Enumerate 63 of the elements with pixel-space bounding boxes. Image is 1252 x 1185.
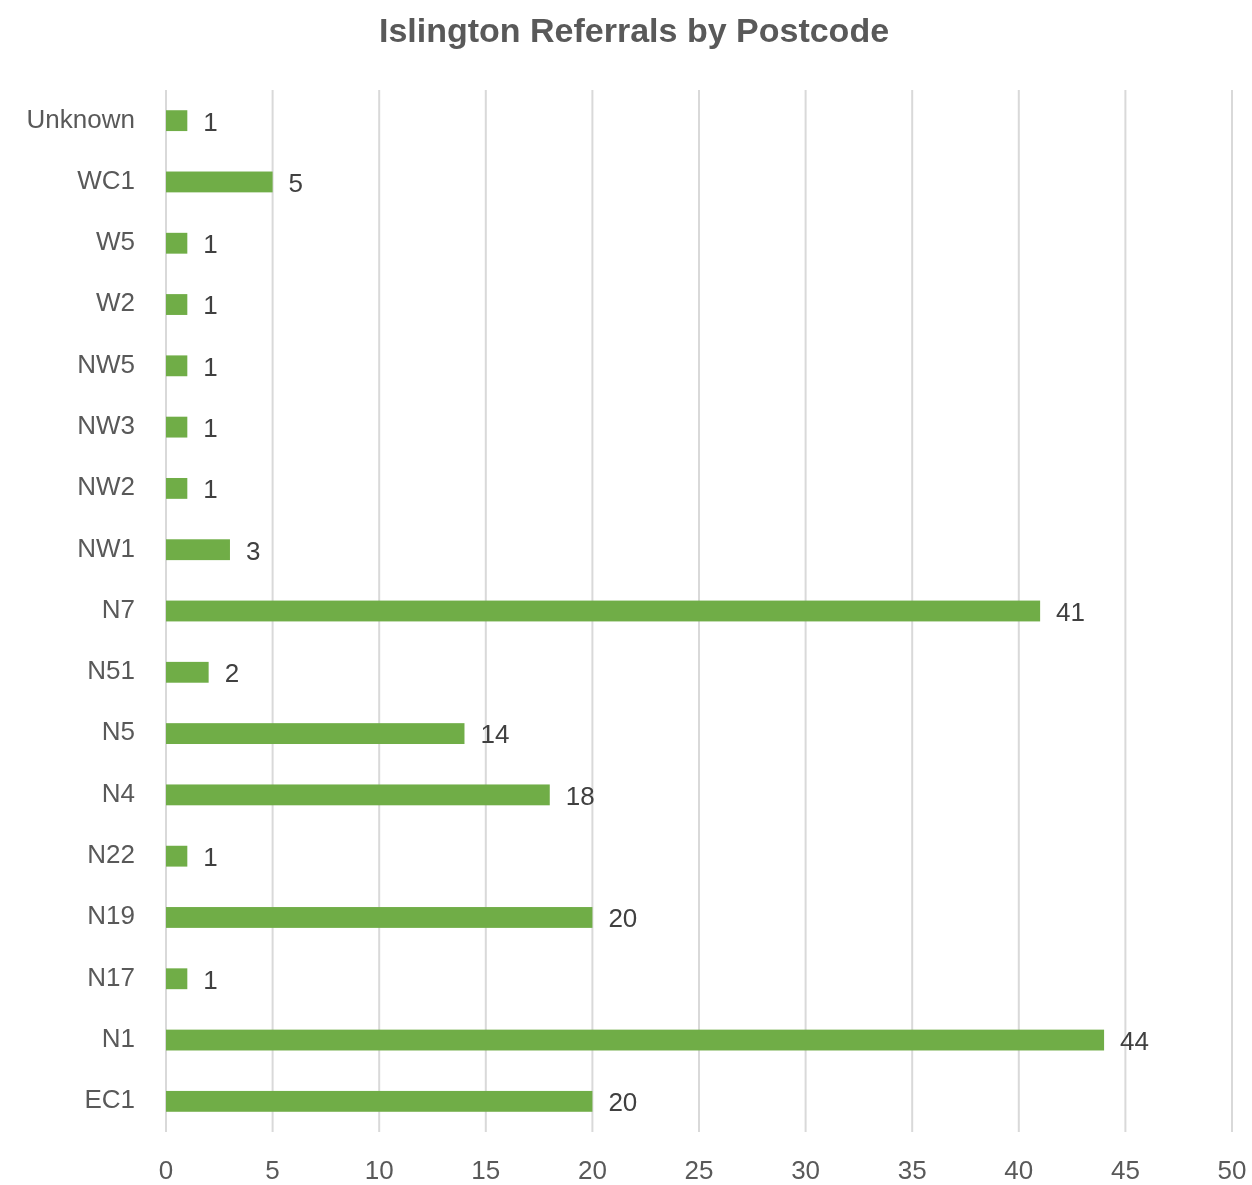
data-label: 44 — [1120, 1025, 1149, 1056]
y-tick-label: NW5 — [77, 348, 135, 379]
data-label: 20 — [608, 903, 638, 934]
x-tick-label: 25 — [684, 1154, 714, 1185]
data-label: 1 — [203, 290, 218, 321]
data-label: 18 — [565, 780, 595, 811]
y-tick-label: N17 — [87, 961, 135, 992]
x-tick-label: 40 — [1004, 1154, 1034, 1185]
x-tick-label: 10 — [364, 1154, 394, 1185]
y-tick-label: N1 — [101, 1022, 135, 1053]
x-tick-label: 0 — [158, 1154, 174, 1185]
data-label: 1 — [203, 474, 218, 505]
bar — [166, 477, 188, 499]
y-tick-label: W5 — [96, 226, 135, 257]
data-label: 14 — [480, 719, 510, 750]
data-label: 1 — [203, 412, 218, 443]
data-label: 20 — [608, 1087, 638, 1118]
y-tick-label: N7 — [101, 593, 135, 624]
bar — [166, 1029, 1105, 1051]
y-tick-label: NW3 — [77, 409, 135, 440]
x-tick-label: 35 — [897, 1154, 927, 1185]
bar — [166, 171, 273, 193]
y-tick-label: W2 — [96, 287, 135, 318]
data-label: 5 — [288, 167, 304, 198]
data-label: 1 — [203, 351, 218, 382]
x-tick-label: 30 — [791, 1154, 821, 1185]
bar — [166, 784, 550, 806]
bar — [166, 294, 188, 315]
y-tick-label: N4 — [101, 777, 135, 808]
bar — [166, 845, 188, 867]
bar — [166, 907, 593, 928]
y-tick-label: WC1 — [77, 164, 135, 195]
y-tick-label: NW2 — [77, 471, 135, 502]
bar — [166, 1090, 593, 1112]
y-tick-label: EC1 — [84, 1084, 135, 1115]
x-tick-label: 20 — [577, 1154, 607, 1185]
bar — [166, 232, 188, 254]
y-tick-label: N51 — [87, 655, 135, 686]
data-label: 3 — [245, 535, 261, 566]
data-label: 1 — [203, 964, 218, 995]
bar — [166, 355, 188, 377]
bar — [166, 416, 188, 438]
bar — [166, 539, 230, 561]
bar — [166, 600, 1041, 622]
x-tick-label: 45 — [1110, 1154, 1140, 1185]
x-tick-label: 50 — [1217, 1154, 1247, 1185]
y-tick-label: N19 — [87, 900, 135, 931]
bar — [166, 661, 209, 683]
x-tick-label: 5 — [265, 1154, 280, 1185]
data-label: 1 — [203, 842, 218, 873]
bar — [166, 723, 465, 745]
y-tick-label: N5 — [101, 716, 135, 747]
y-tick-label: Unknown — [26, 103, 135, 134]
data-label: 1 — [203, 229, 218, 260]
x-tick-label: 15 — [471, 1154, 501, 1185]
y-tick-label: NW1 — [77, 532, 135, 563]
data-label: 1 — [203, 106, 218, 137]
bar — [166, 968, 188, 990]
data-label: 2 — [224, 658, 240, 689]
data-label: 41 — [1056, 596, 1086, 627]
chart-title: Islington Referrals by Postcode — [378, 10, 890, 49]
y-tick-label: N22 — [87, 839, 135, 870]
bar — [166, 110, 188, 132]
